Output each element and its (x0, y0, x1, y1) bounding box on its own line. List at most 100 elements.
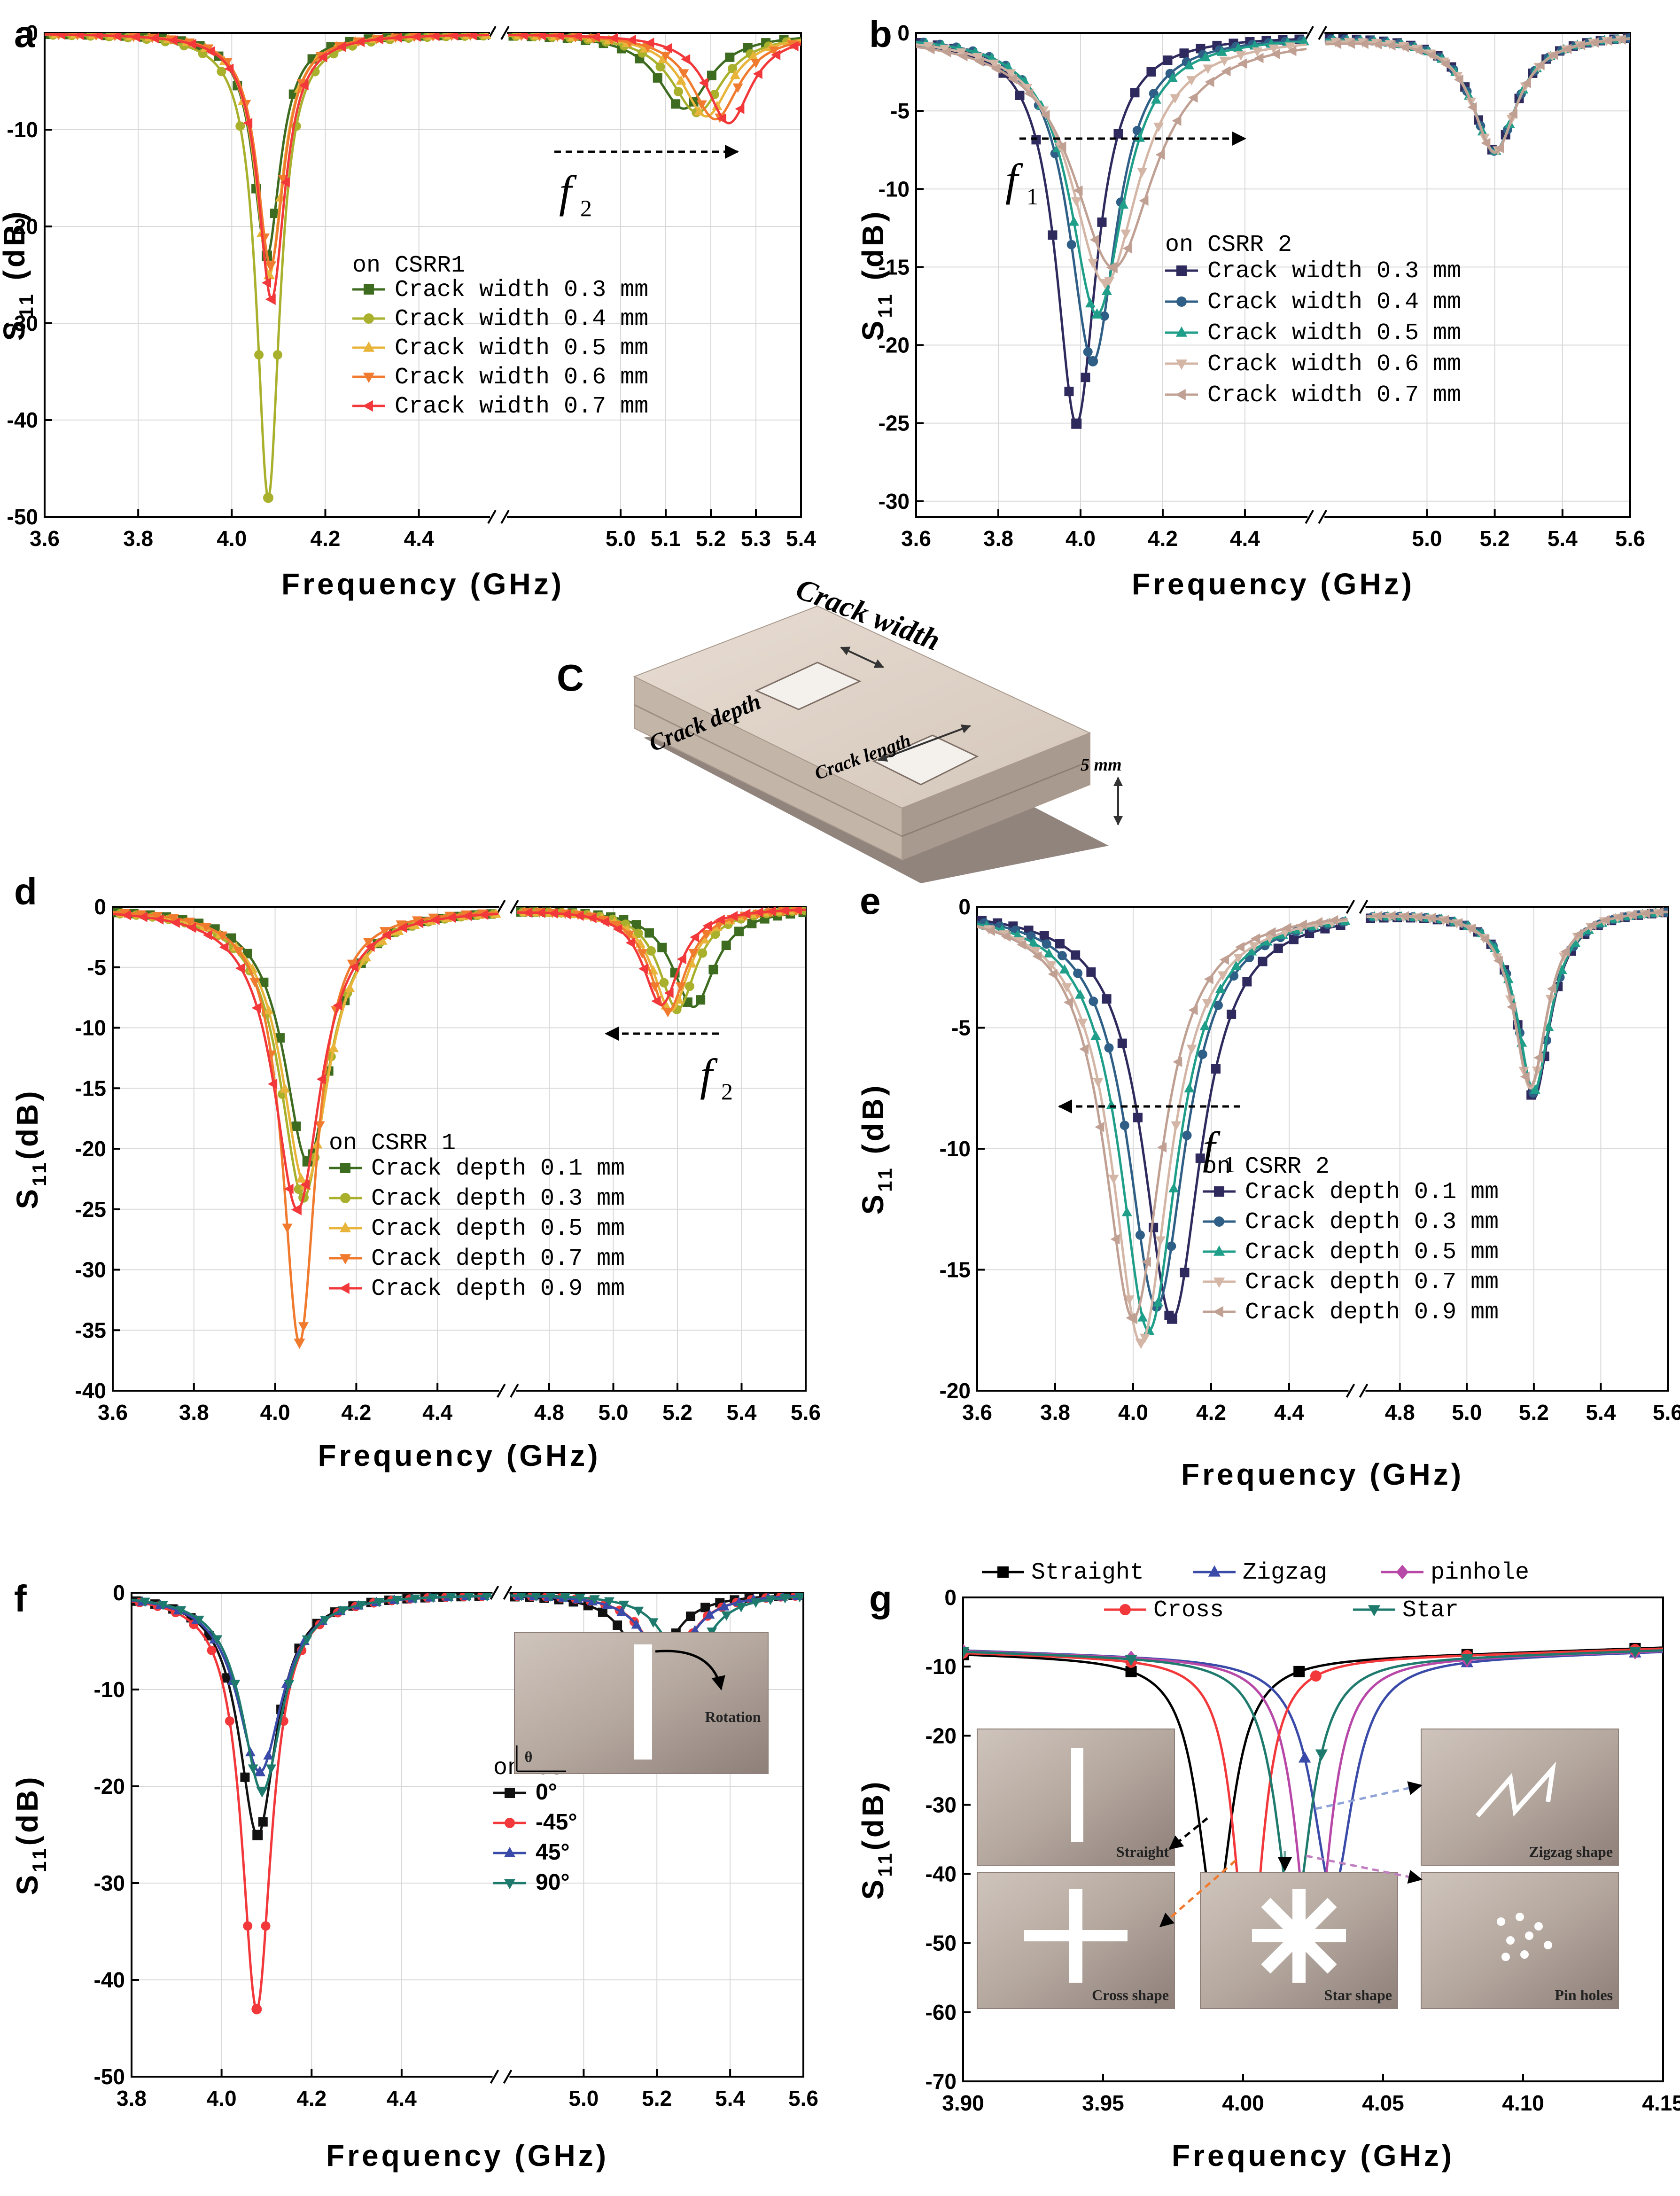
data-point (1262, 936, 1273, 946)
x-tick-label: 5.6 (791, 1400, 821, 1425)
data-point (1213, 1000, 1223, 1010)
legend-marker (1176, 296, 1187, 307)
data-point (1073, 968, 1083, 978)
data-point (338, 1606, 349, 1616)
data-point (1298, 1751, 1311, 1763)
data-point (616, 1606, 627, 1616)
y-axis-label: S11 (dB) (856, 1083, 896, 1215)
legend-label: pinhole (1431, 1559, 1529, 1586)
data-point (1543, 1021, 1554, 1031)
data-point (158, 1601, 169, 1611)
data-point (392, 33, 402, 43)
data-point (923, 42, 934, 52)
legend-label: Straight (1031, 1559, 1144, 1586)
data-point-resonance (1091, 308, 1103, 319)
x-tick-label: 3.8 (1040, 1400, 1070, 1425)
legend-label: Crack width 0.6 mm (1207, 351, 1461, 378)
data-point (1299, 36, 1309, 46)
data-point (1186, 76, 1197, 86)
data-point (712, 101, 723, 110)
y-tick-label: 0 (958, 895, 971, 919)
series-line (1366, 911, 1668, 1087)
x-axis-label: Frequency (GHz) (1132, 567, 1415, 601)
data-point (266, 1764, 277, 1774)
y-tick-label: -20 (926, 1723, 957, 1748)
data-point (411, 33, 421, 42)
legend-marker (1396, 1565, 1409, 1580)
data-point-resonance (1135, 1339, 1147, 1349)
data-point (379, 927, 390, 937)
data-point (708, 965, 718, 974)
x-axis-label: Frequency (GHz) (1172, 2139, 1454, 2173)
data-point (204, 1631, 214, 1641)
data-point (361, 952, 372, 962)
data-point (1453, 918, 1463, 928)
data-point (598, 1607, 607, 1617)
data-point (1090, 1030, 1101, 1040)
x-axis-label: Frequency (GHz) (1181, 1457, 1464, 1491)
data-point (702, 920, 712, 931)
data-point (587, 912, 597, 923)
legend-label: Crack depth 0.5 mm (1245, 1239, 1499, 1266)
data-point (1195, 1153, 1205, 1163)
y-tick-label: -15 (879, 255, 910, 279)
axis-break-mask-top (1348, 903, 1366, 911)
data-point (168, 35, 178, 46)
data-point (261, 1921, 271, 1931)
data-point (1068, 216, 1079, 226)
data-point (1085, 298, 1096, 308)
y-axis-label-sub: 11 (874, 1165, 896, 1191)
data-point (1466, 923, 1476, 934)
data-point (1251, 933, 1260, 944)
data-point (753, 69, 762, 79)
data-point (956, 48, 967, 58)
legend-label: Crack depth 0.1 mm (1245, 1179, 1499, 1206)
data-point-resonance (1127, 1313, 1137, 1324)
data-point (1548, 49, 1558, 60)
y-axis-label-unit: (dB) (856, 209, 890, 292)
data-point (254, 350, 264, 360)
x-tick-label: 4.2 (1148, 526, 1178, 551)
data-point (1133, 1113, 1143, 1122)
data-point-resonance (252, 1830, 263, 1840)
data-point (561, 909, 571, 919)
axis-break-mark (1346, 900, 1355, 914)
data-point (725, 52, 735, 62)
series-line (1325, 38, 1630, 154)
x-tick-label: 5.4 (715, 2086, 745, 2110)
data-point-resonance (254, 1766, 266, 1776)
data-point (1246, 946, 1257, 956)
data-point (638, 964, 648, 974)
data-point (205, 46, 215, 57)
data-point (248, 1764, 258, 1774)
y-tick-label: -20 (940, 1378, 971, 1403)
data-point (572, 33, 582, 42)
data-point (1172, 115, 1182, 126)
x-tick-label: 5.0 (568, 2086, 599, 2110)
legend-marker (505, 1788, 515, 1798)
data-point (1057, 141, 1066, 152)
axis-break-mask-top (492, 1589, 510, 1596)
data-point (1440, 59, 1450, 70)
y-tick-label: -15 (940, 1258, 971, 1282)
data-point (333, 1000, 342, 1011)
x-tick-label: 5.3 (741, 526, 771, 551)
data-point (974, 56, 984, 67)
x-axis-label: Frequency (GHz) (318, 1439, 600, 1472)
data-point (651, 996, 661, 1006)
star-crack-arm (1261, 1898, 1337, 1974)
data-point (1170, 94, 1181, 104)
legend-marker (1213, 1306, 1223, 1318)
legend-marker (1214, 1186, 1224, 1197)
data-point (176, 1606, 187, 1616)
data-point (140, 1597, 150, 1607)
chart-b: 3.6 3.8 4.0 4.2 4.4 5.0 5.2 5.4 5.6 0 -5 -10 -15 -20 -… (856, 21, 1645, 601)
legend-marker (362, 400, 373, 412)
data-point (112, 33, 122, 41)
data-point (1249, 40, 1260, 50)
axis-break-mask-bottom (492, 2073, 510, 2080)
data-point (1089, 997, 1098, 1006)
axis-break-mask-bottom (490, 513, 507, 521)
x-tick-label: 3.6 (962, 1400, 992, 1425)
data-point (531, 1593, 541, 1602)
